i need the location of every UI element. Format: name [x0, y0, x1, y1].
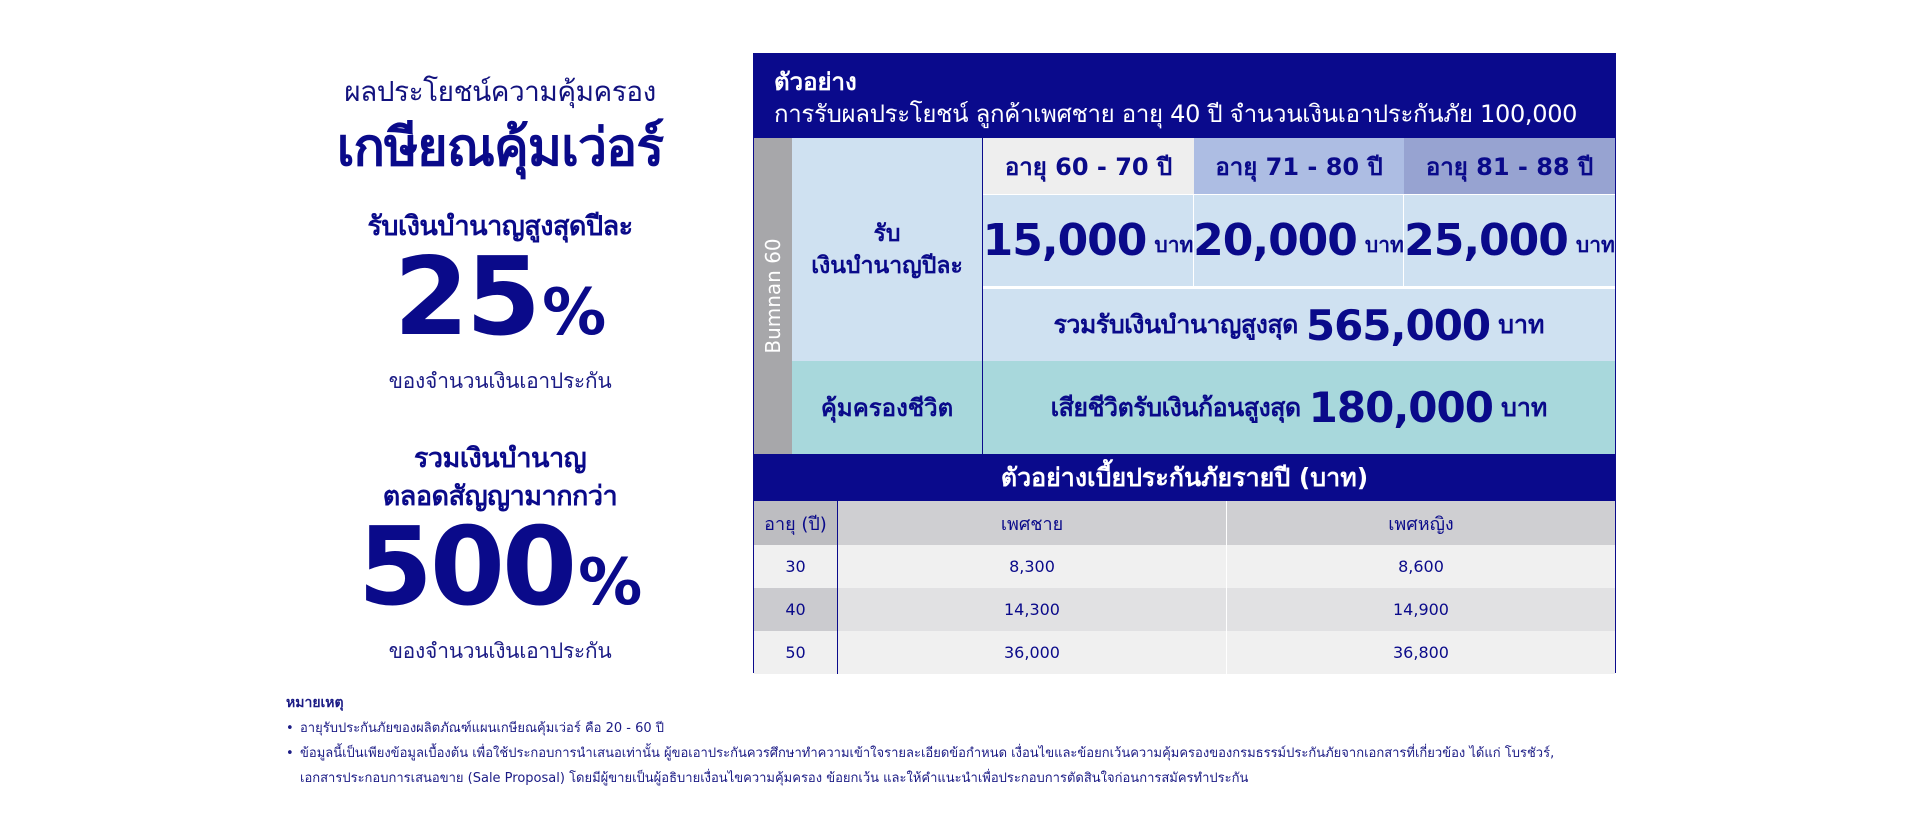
table-row-female: 8,600 — [1227, 545, 1615, 588]
table-row-female: 36,800 — [1227, 631, 1615, 674]
footnote-item: อายุรับประกันภัยของผลิตภัณฑ์แผนเกษียณคุ้… — [286, 716, 1646, 741]
pension-amount-1: 15,000 บาท — [983, 194, 1194, 286]
table-header-title: ตัวอย่าง — [774, 68, 857, 96]
footnote-item-continued: เอกสารประกอบการเสนอขาย (Sale Proposal) โ… — [300, 771, 1249, 786]
premium-table-title: ตัวอย่างเบี้ยประกันภัยรายปี (บาท) — [754, 454, 1615, 501]
table-row-age: 40 — [754, 588, 838, 631]
footnotes: หมายเหตุ อายุรับประกันภัยของผลิตภัณฑ์แผน… — [286, 691, 1646, 791]
life-cover-label: คุ้มครองชีวิต — [792, 361, 983, 454]
pension-amount-3: 25,000 บาท — [1404, 194, 1615, 286]
age-range-2: อายุ 71 - 80 ปี — [1194, 138, 1404, 194]
table-row-age: 50 — [754, 631, 838, 674]
max-pension-value: 25% — [393, 235, 607, 360]
total-pension-value: 500% — [357, 505, 643, 630]
premium-header-age: อายุ (ปี) — [754, 501, 838, 545]
table-row-male: 8,300 — [838, 545, 1227, 588]
premium-header-female: เพศหญิง — [1227, 501, 1615, 545]
table-row-female: 14,900 — [1227, 588, 1615, 631]
pension-amount-2: 20,000 บาท — [1193, 194, 1404, 286]
pension-row-label: รับ เงินบำนาญปีละ — [792, 138, 983, 361]
benefit-summary: ผลประโยชน์ความคุ้มครอง เกษียณคุ้มเว่อร์ … — [280, 70, 720, 668]
table-header-desc: การรับผลประโยชน์ ลูกค้าเพศชาย อายุ 40 ปี… — [774, 100, 1578, 160]
table-row-age: 30 — [754, 545, 838, 588]
age-range-3: อายุ 81 - 88 ปี — [1404, 138, 1615, 194]
age-range-1: อายุ 60 - 70 ปี — [983, 138, 1194, 194]
total-pension-row: รวมรับเงินบำนาญสูงสุด 565,000 บาท — [983, 287, 1615, 361]
table-row-male: 36,000 — [838, 631, 1227, 674]
total-pension-note: ของจำนวนเงินเอาประกัน — [388, 639, 612, 663]
footnote-item: ข้อมูลนี้เป็นเพียงข้อมูลเบื้องต้น เพื่อใ… — [286, 741, 1646, 766]
benefit-subtitle: ผลประโยชน์ความคุ้มครอง — [344, 75, 656, 108]
footnotes-heading: หมายเหตุ — [286, 695, 344, 711]
product-title: เกษียณคุ้มเว่อร์ — [336, 118, 664, 178]
premium-header-male: เพศชาย — [838, 501, 1227, 545]
death-benefit-row: เสียชีวิตรับเงินก้อนสูงสุด 180,000 บาท — [983, 361, 1615, 454]
plan-side-label: Bumnan 60 — [754, 138, 792, 454]
total-pension-heading-1: รวมเงินบำนาญ — [413, 443, 587, 474]
total-pension-heading-2: ตลอดสัญญามากกว่า — [382, 481, 618, 512]
max-pension-note: ของจำนวนเงินเอาประกัน — [388, 369, 612, 393]
table-header: ตัวอย่าง การรับผลประโยชน์ ลูกค้าเพศชาย อ… — [754, 54, 1615, 160]
benefit-example-table: ตัวอย่าง การรับผลประโยชน์ ลูกค้าเพศชาย อ… — [753, 53, 1616, 674]
max-pension-heading: รับเงินบำนาญสูงสุดปีละ — [367, 211, 633, 242]
table-row-male: 14,300 — [838, 588, 1227, 631]
